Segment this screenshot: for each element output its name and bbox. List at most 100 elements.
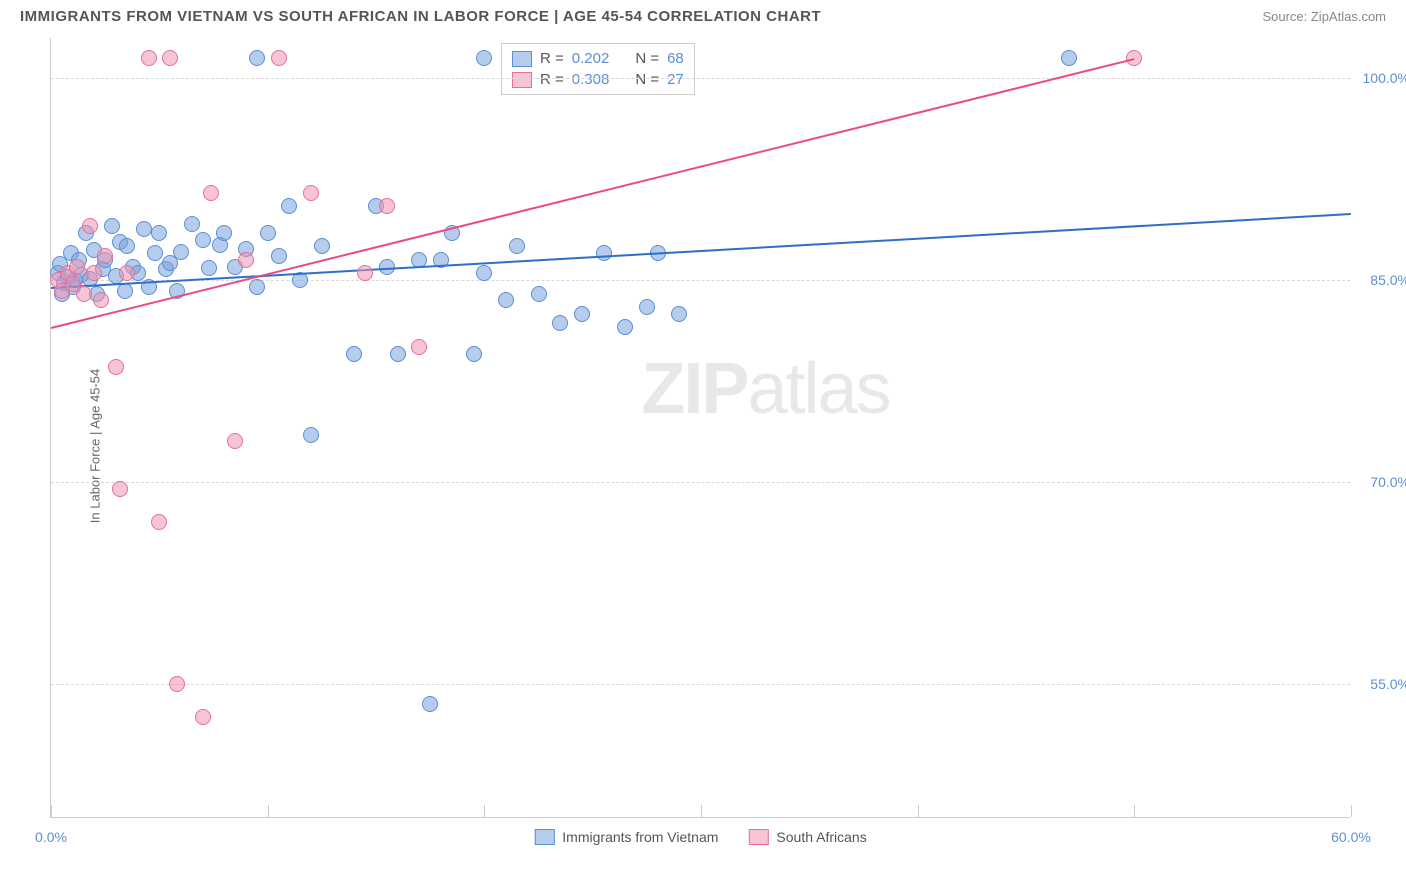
data-point (151, 514, 167, 530)
data-point (390, 346, 406, 362)
r-label: R = (540, 71, 564, 88)
data-point (271, 248, 287, 264)
legend-item-vietnam: Immigrants from Vietnam (534, 829, 718, 845)
data-point (466, 346, 482, 362)
legend-label-vietnam: Immigrants from Vietnam (562, 829, 718, 845)
data-point (184, 216, 200, 232)
data-point (203, 185, 219, 201)
data-point (201, 260, 217, 276)
gridline-h (51, 684, 1350, 685)
data-point (97, 248, 113, 264)
data-point (104, 218, 120, 234)
data-point (260, 225, 276, 241)
x-tick (1134, 805, 1135, 817)
data-point (112, 481, 128, 497)
data-point (422, 696, 438, 712)
swatch-vietnam (534, 829, 554, 845)
data-point (379, 198, 395, 214)
data-point (169, 676, 185, 692)
data-point (509, 238, 525, 254)
data-point (411, 339, 427, 355)
data-point (86, 265, 102, 281)
data-point (195, 232, 211, 248)
n-value: 27 (667, 71, 684, 88)
header: IMMIGRANTS FROM VIETNAM VS SOUTH AFRICAN… (0, 0, 1406, 29)
series-legend: Immigrants from Vietnam South Africans (534, 829, 866, 845)
data-point (173, 244, 189, 260)
r-label: R = (540, 50, 564, 67)
gridline-h (51, 482, 1350, 483)
x-tick (1351, 805, 1352, 817)
plot-area: ZIPatlas R =0.202N =68R =0.308N =27 Immi… (50, 38, 1350, 818)
chart-title: IMMIGRANTS FROM VIETNAM VS SOUTH AFRICAN… (20, 8, 821, 25)
source-label: Source: ZipAtlas.com (1262, 9, 1386, 24)
x-tick-label: 60.0% (1331, 829, 1371, 845)
data-point (476, 50, 492, 66)
data-point (69, 259, 85, 275)
data-point (639, 299, 655, 315)
data-point (119, 238, 135, 254)
data-point (574, 306, 590, 322)
watermark-bold: ZIP (641, 349, 747, 429)
r-value: 0.202 (572, 50, 610, 67)
data-point (346, 346, 362, 362)
data-point (216, 225, 232, 241)
data-point (93, 292, 109, 308)
data-point (136, 221, 152, 237)
data-point (531, 286, 547, 302)
data-point (151, 225, 167, 241)
data-point (249, 50, 265, 66)
data-point (1061, 50, 1077, 66)
data-point (82, 218, 98, 234)
x-tick (918, 805, 919, 817)
n-label: N = (635, 50, 659, 67)
y-tick-label: 70.0% (1370, 474, 1406, 490)
data-point (238, 252, 254, 268)
correlation-row: R = 0.308 N = 27 (512, 69, 684, 90)
data-point (141, 50, 157, 66)
swatch-southafricans (748, 829, 768, 845)
data-point (476, 265, 492, 281)
data-point (314, 238, 330, 254)
y-tick-label: 55.0% (1370, 676, 1406, 692)
data-point (281, 198, 297, 214)
data-point (552, 315, 568, 331)
n-label: N = (635, 71, 659, 88)
data-point (357, 265, 373, 281)
data-point (617, 319, 633, 335)
y-tick-label: 100.0% (1363, 70, 1406, 86)
x-tick-label: 0.0% (35, 829, 67, 845)
correlation-row: R = 0.202 N = 68 (512, 48, 684, 69)
watermark-thin: atlas (747, 349, 889, 429)
data-point (303, 185, 319, 201)
gridline-h (51, 78, 1350, 79)
data-point (498, 292, 514, 308)
n-value: 68 (667, 50, 684, 67)
legend-label-southafricans: South Africans (776, 829, 866, 845)
data-point (119, 265, 135, 281)
data-point (303, 427, 319, 443)
watermark: ZIPatlas (641, 348, 889, 430)
x-tick (268, 805, 269, 817)
y-tick-label: 85.0% (1370, 272, 1406, 288)
x-tick (484, 805, 485, 817)
data-point (108, 359, 124, 375)
data-point (117, 283, 133, 299)
correlation-legend: R = 0.202 N = 68 R = 0.308 N = 27 (501, 43, 695, 95)
data-point (195, 709, 211, 725)
data-point (671, 306, 687, 322)
data-point (271, 50, 287, 66)
x-tick (51, 805, 52, 817)
legend-item-southafricans: South Africans (748, 829, 866, 845)
data-point (596, 245, 612, 261)
data-point (76, 286, 92, 302)
data-point (249, 279, 265, 295)
r-value: 0.308 (572, 71, 610, 88)
chart-container: IMMIGRANTS FROM VIETNAM VS SOUTH AFRICAN… (0, 0, 1406, 892)
data-point (147, 245, 163, 261)
data-point (227, 433, 243, 449)
data-point (162, 50, 178, 66)
swatch-icon (512, 72, 532, 88)
x-tick (701, 805, 702, 817)
swatch-icon (512, 51, 532, 67)
